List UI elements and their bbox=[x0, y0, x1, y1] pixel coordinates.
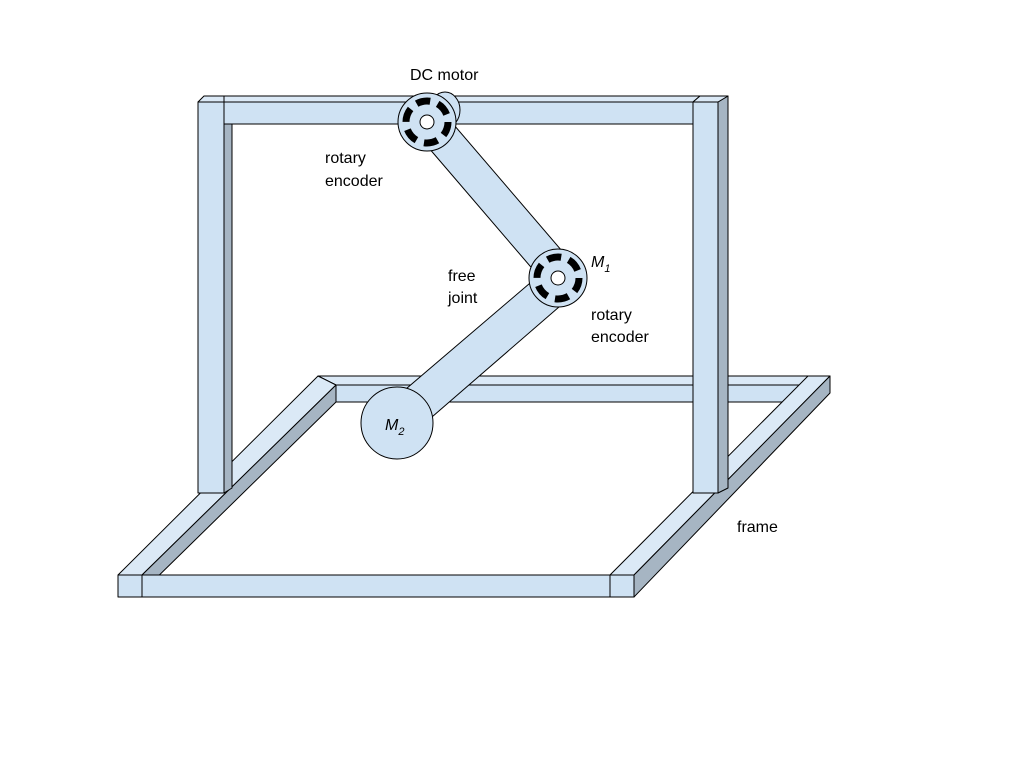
m1-label-main: M bbox=[591, 254, 605, 271]
m2-label-subscript: 2 bbox=[397, 426, 404, 438]
rotary-encoder-mid-label-line1: rotary bbox=[591, 307, 632, 324]
m1-label-subscript: 1 bbox=[604, 263, 610, 275]
rotary-encoder-mid-label-line2: encoder bbox=[591, 329, 649, 346]
free-joint-label-line1: free bbox=[448, 268, 476, 285]
m2-label-main: M bbox=[385, 417, 399, 434]
rotary-encoder-top-label-line1: rotary bbox=[325, 150, 366, 167]
free-joint-label-line2: joint bbox=[447, 290, 478, 307]
m2-label: M2 bbox=[385, 417, 404, 438]
frame-upright bbox=[197, 95, 729, 494]
m1-label: M1 bbox=[591, 254, 610, 275]
dc-motor-label: DC motor bbox=[410, 67, 479, 84]
middle-rotary-encoder-icon bbox=[528, 248, 588, 308]
mass-m2 bbox=[360, 386, 434, 460]
top-rotary-encoder-icon bbox=[397, 92, 457, 152]
rotary-encoder-top-label-line2: encoder bbox=[325, 173, 383, 190]
frame-label: frame bbox=[737, 519, 778, 536]
